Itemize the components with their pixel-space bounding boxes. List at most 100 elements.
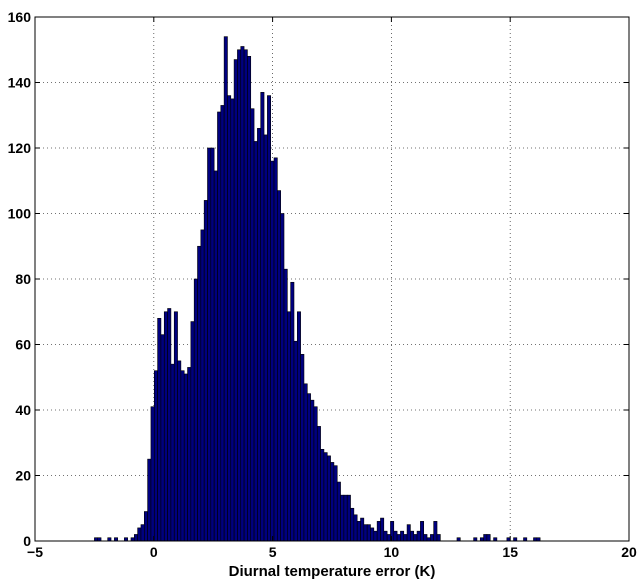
histogram-bar [323, 452, 328, 542]
histogram-bar [210, 147, 215, 542]
histogram-bar [147, 458, 152, 542]
histogram-bar [193, 278, 198, 542]
histogram-bar [350, 507, 355, 542]
histogram-bar [243, 49, 248, 542]
y-tick-label: 60 [15, 337, 31, 353]
histogram-bar [356, 521, 361, 542]
histogram-bar [260, 92, 265, 542]
histogram-bar [400, 530, 405, 542]
histogram-bar [140, 524, 145, 542]
y-tick-label: 40 [15, 402, 31, 418]
histogram-bar [177, 360, 182, 542]
histogram-bar [263, 134, 268, 542]
histogram-bar [280, 213, 285, 542]
histogram-bar [170, 363, 175, 542]
histogram-bar [150, 406, 155, 542]
histogram-bar [223, 36, 228, 542]
histogram-bar [143, 511, 148, 542]
y-tick-label: 0 [23, 533, 31, 549]
histogram-bar [330, 462, 335, 542]
y-tick-label: 120 [8, 140, 32, 156]
histogram-bar [267, 95, 271, 542]
histogram-bar [273, 157, 278, 542]
histogram-bar [413, 534, 418, 542]
histogram-bar [396, 534, 401, 542]
histogram-bar [220, 105, 225, 542]
histogram-bar [333, 465, 338, 542]
histogram-bar [200, 229, 205, 542]
histogram-bar [363, 524, 368, 542]
histogram-bar [336, 481, 341, 542]
histogram-bar [386, 534, 391, 542]
histogram-bar [250, 108, 255, 542]
histogram-bar [346, 494, 351, 542]
histogram-bar [277, 190, 281, 542]
histogram-bar [187, 367, 192, 542]
histogram-bar [233, 59, 238, 542]
y-tick-label: 20 [15, 468, 31, 484]
histogram-bar [230, 98, 235, 542]
histogram-bar [270, 160, 275, 542]
histogram-bar [383, 530, 388, 542]
histogram-bar [287, 311, 291, 542]
histogram-bar [370, 527, 375, 542]
histogram-bar [300, 354, 305, 542]
histogram-bar [416, 530, 421, 542]
histogram-bar [157, 317, 162, 542]
histogram-bar [353, 514, 358, 542]
histogram-bar [203, 200, 208, 542]
x-tick-label: −5 [27, 544, 43, 560]
histogram-bar [237, 49, 242, 542]
histogram-bar [290, 281, 295, 542]
x-tick-label: 10 [384, 544, 400, 560]
histogram-bar [380, 517, 385, 542]
x-tick-label: 15 [502, 544, 518, 560]
histogram-bar [483, 534, 488, 542]
histogram-bar [340, 494, 345, 542]
x-tick-labels: −5 0 5 10 15 20 [27, 544, 637, 560]
histogram-bar [207, 147, 212, 542]
histogram-bar [167, 308, 172, 542]
axis-ticks [34, 16, 630, 542]
histogram-bar [376, 521, 381, 542]
histogram-bar [293, 340, 298, 542]
histogram-bar [316, 426, 321, 542]
histogram-bar [410, 530, 415, 542]
x-tick-label: 5 [269, 544, 277, 560]
y-tick-label: 160 [8, 9, 32, 25]
histogram-bar [433, 521, 438, 542]
histogram-bar [326, 455, 331, 542]
histogram-bar [247, 55, 252, 542]
histogram-bars [94, 36, 541, 542]
y-tick-label: 140 [8, 75, 32, 91]
histogram-bar [303, 383, 308, 542]
histogram-bar [420, 521, 425, 542]
histogram-bar [163, 311, 168, 542]
histogram-bar [283, 268, 288, 542]
histogram-bar [436, 534, 441, 542]
histogram-bar [310, 399, 315, 542]
histogram-bar [217, 111, 222, 542]
x-axis-label: Diurnal temperature error (K) [229, 563, 436, 580]
histogram-bar [306, 393, 311, 542]
histogram-bar [253, 141, 258, 542]
histogram-bar [423, 534, 428, 542]
y-tick-label: 80 [15, 271, 31, 287]
histogram-bar [393, 530, 398, 542]
histogram-bar [180, 370, 185, 542]
histogram-bar [173, 311, 178, 542]
histogram-bar [160, 334, 165, 542]
histogram-bar [486, 534, 491, 542]
y-tick-labels: 0 20 40 60 80 100 120 140 160 [8, 9, 32, 549]
histogram-bar [240, 46, 245, 542]
histogram-bar [257, 128, 262, 542]
y-tick-label: 100 [8, 206, 32, 222]
histogram-bar [313, 406, 318, 542]
histogram-bar [213, 170, 218, 542]
x-tick-label: 20 [621, 544, 637, 560]
histogram-bar [360, 517, 365, 542]
histogram-bar [373, 530, 378, 542]
histogram-bar [153, 370, 158, 542]
